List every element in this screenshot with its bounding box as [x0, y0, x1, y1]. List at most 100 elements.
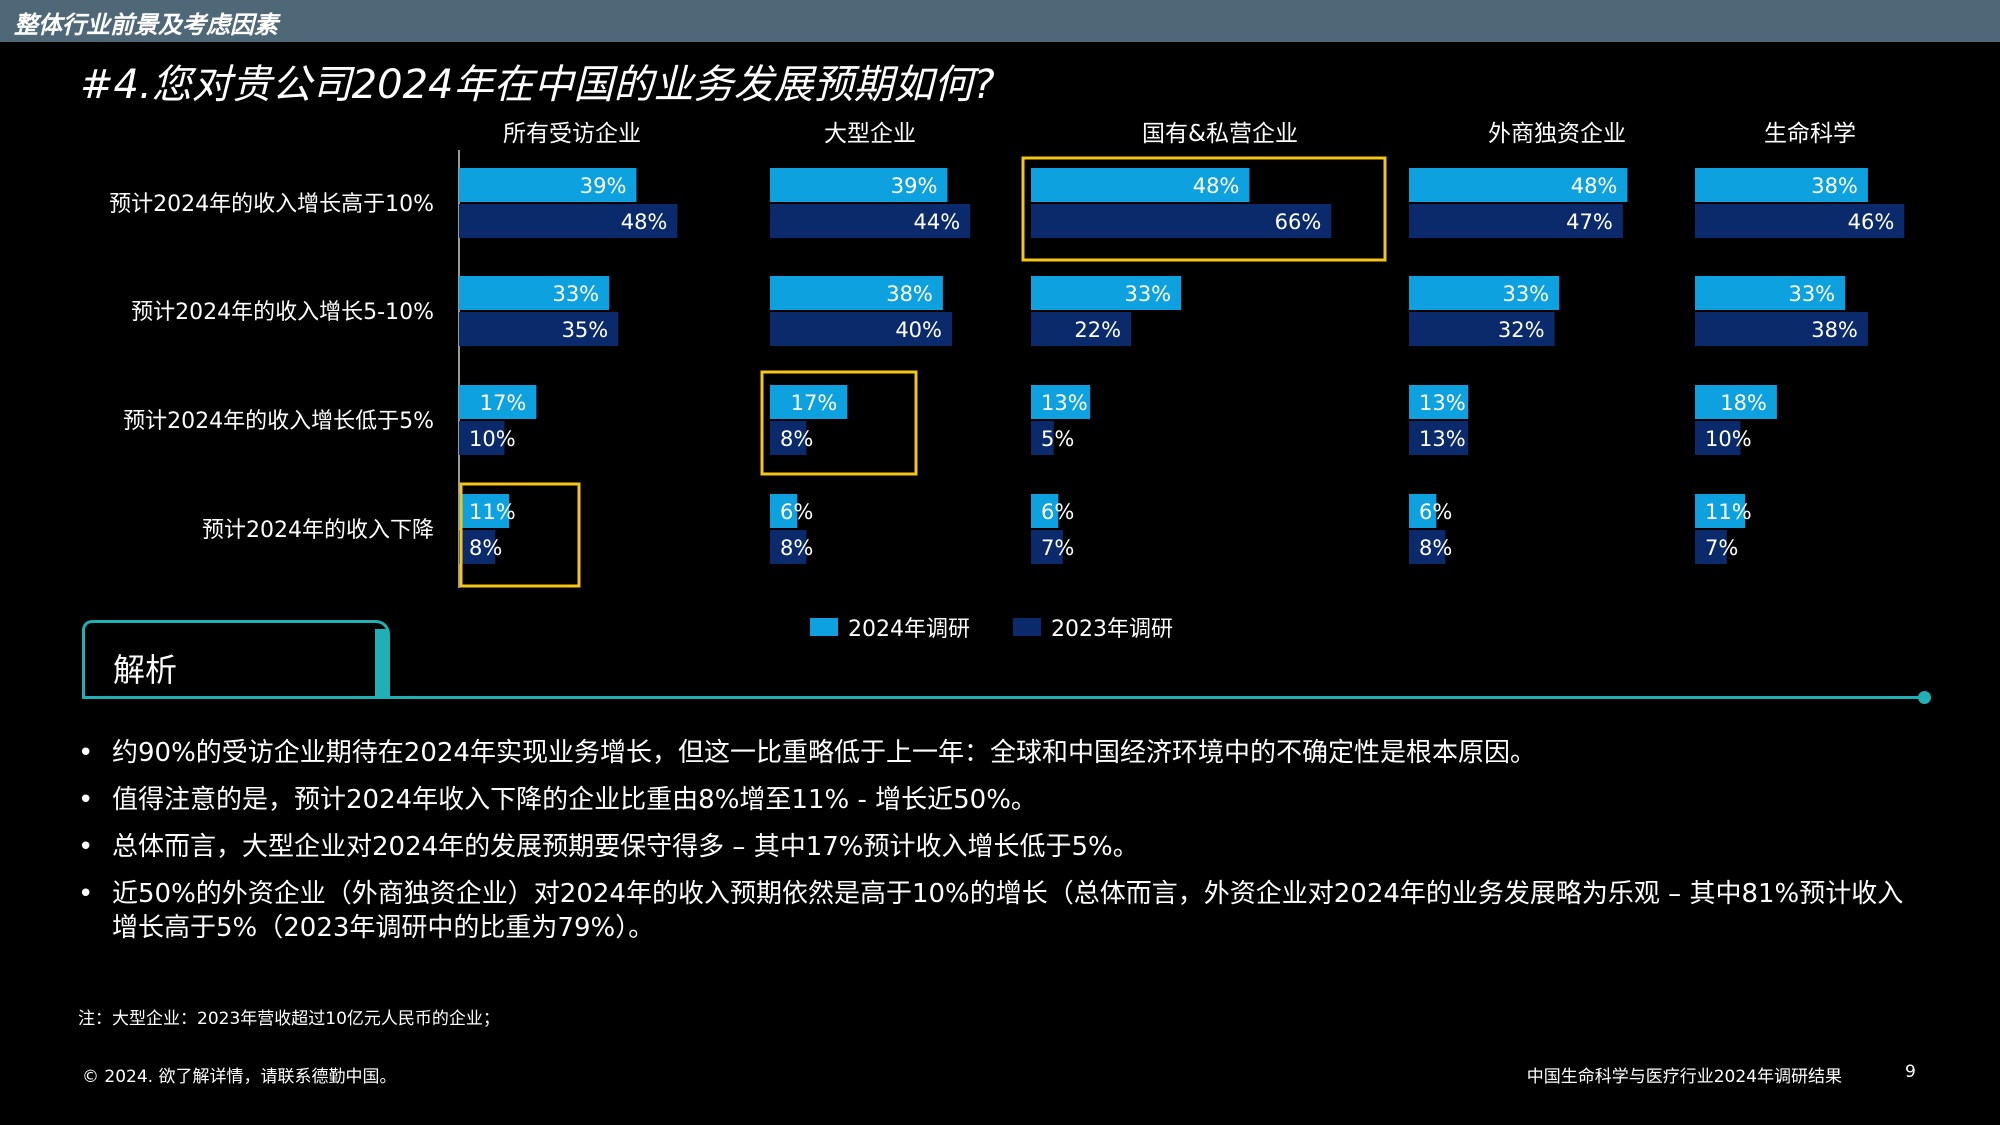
bar-data-label: 8%: [1419, 536, 1452, 560]
bar-data-label: 7%: [1041, 536, 1074, 560]
bar: [1409, 530, 1446, 564]
bar: [1031, 494, 1059, 528]
legend-label-2023: 2023年调研: [1051, 617, 1173, 642]
bar-data-label: 11%: [1705, 500, 1752, 524]
bar: [1695, 312, 1868, 346]
bar: [459, 385, 537, 419]
bar: [770, 168, 948, 202]
footnote: 注：大型企业：2023年营收超过10亿元人民币的企业；: [78, 1009, 500, 1029]
bar-data-label: 33%: [1502, 282, 1549, 306]
bar-data-label: 13%: [1419, 427, 1466, 451]
group-header-label: 外商独资企业: [1488, 121, 1626, 147]
bar-data-label: 11%: [469, 500, 516, 524]
bar: [1695, 421, 1741, 455]
bar: [459, 204, 678, 238]
bar-data-label: 38%: [1811, 318, 1858, 342]
bar-data-label: 46%: [1848, 210, 1895, 234]
highlight-box: [760, 370, 918, 476]
page-title: #4.您对贵公司2024年在中国的业务发展预期如何?: [80, 62, 995, 108]
bar-data-label: 8%: [780, 427, 813, 451]
analysis-tab: 解析: [82, 620, 390, 698]
bar: [770, 494, 798, 528]
bar: [459, 312, 619, 346]
legend-item-2024: 2024年调研: [810, 611, 970, 643]
legend-item-2023: 2023年调研: [1013, 611, 1173, 643]
bar: [770, 530, 807, 564]
bar: [1031, 530, 1063, 564]
bar: [1031, 204, 1332, 238]
bar: [1695, 385, 1777, 419]
bar: [1409, 385, 1469, 419]
bar-data-label: 48%: [1193, 174, 1240, 198]
bar-data-label: 39%: [580, 174, 627, 198]
category-label: 预计2024年的收入增长5-10%: [131, 300, 434, 325]
bar: [770, 276, 943, 310]
bar-data-label: 40%: [895, 318, 942, 342]
analysis-bullet-list: 约90%的受访企业期待在2024年实现业务增长，但这一比重略低于上一年：全球和中…: [78, 736, 1908, 958]
bar: [1695, 168, 1868, 202]
bar: [1695, 494, 1746, 528]
bar: [770, 385, 848, 419]
bar-data-label: 33%: [1124, 282, 1171, 306]
group-header-label: 国有&私营企业: [1142, 121, 1298, 147]
bar-data-label: 48%: [621, 210, 668, 234]
section-header-label: 整体行业前景及考虑因素: [14, 11, 278, 39]
bar-data-label: 5%: [1041, 427, 1074, 451]
bar-data-label: 8%: [780, 536, 813, 560]
bar: [1409, 276, 1560, 310]
analysis-bullet: 值得注意的是，预计2024年收入下降的企业比重由8%增至11% - 增长近50%…: [78, 783, 1908, 817]
bar: [1409, 312, 1555, 346]
bar-data-label: 10%: [469, 427, 516, 451]
bar-data-label: 8%: [469, 536, 502, 560]
bar: [1409, 421, 1469, 455]
group-header-label: 所有受访企业: [503, 121, 641, 147]
bar-data-label: 13%: [1419, 391, 1466, 415]
group-header-label: 大型企业: [824, 121, 916, 147]
analysis-bullet: 约90%的受访企业期待在2024年实现业务增长，但这一比重略低于上一年：全球和中…: [78, 736, 1908, 770]
bar: [770, 312, 952, 346]
bar-data-label: 38%: [886, 282, 933, 306]
highlight-box: [459, 482, 581, 588]
bar-data-label: 44%: [914, 210, 961, 234]
bar-data-label: 22%: [1074, 318, 1121, 342]
bar-data-label: 38%: [1811, 174, 1858, 198]
bar: [770, 421, 807, 455]
bar: [1695, 530, 1727, 564]
legend-swatch-2023: [1013, 618, 1041, 636]
bar: [1409, 204, 1623, 238]
bar: [1409, 168, 1628, 202]
bar-data-label: 33%: [552, 282, 599, 306]
bar: [1031, 385, 1091, 419]
bar-data-label: 18%: [1720, 391, 1767, 415]
group-header-label: 生命科学: [1764, 121, 1856, 147]
bar: [1031, 168, 1250, 202]
bar: [459, 276, 610, 310]
grouped-bar-chart: 所有受访企业 大型企业 国有&私营企业 外商独资企业 生命科学预计2024年的收入增长高…: [109, 121, 1905, 588]
highlight-box: [1021, 156, 1387, 262]
bar-data-label: 7%: [1705, 536, 1738, 560]
bar-data-label: 6%: [1041, 500, 1074, 524]
analysis-heading: 解析: [113, 651, 178, 689]
analysis-bullet: 近50%的外资企业（外商独资企业）对2024年的收入预期依然是高于10%的增长（…: [78, 877, 1908, 945]
category-label: 预计2024年的收入增长低于5%: [123, 409, 434, 434]
bar-data-label: 17%: [480, 391, 527, 415]
analysis-divider: [82, 696, 1924, 699]
bar-data-label: 6%: [780, 500, 813, 524]
bar: [1695, 204, 1905, 238]
category-label: 预计2024年的收入增长高于10%: [109, 192, 434, 217]
bar-data-label: 17%: [791, 391, 838, 415]
analysis-divider-dot: [1918, 691, 1931, 704]
bar-data-label: 66%: [1275, 210, 1322, 234]
bar-data-label: 13%: [1041, 391, 1088, 415]
bar: [459, 494, 510, 528]
legend-swatch-2024: [810, 618, 838, 636]
bar: [1031, 421, 1054, 455]
bar: [1409, 494, 1437, 528]
category-label: 预计2024年的收入下降: [202, 518, 434, 543]
bar-data-label: 35%: [562, 318, 609, 342]
analysis-bullet: 总体而言，大型企业对2024年的发展预期要保守得多 – 其中17%预计收入增长低…: [78, 830, 1908, 864]
bar-data-label: 48%: [1571, 174, 1618, 198]
bar: [1031, 276, 1182, 310]
bar-data-label: 32%: [1498, 318, 1545, 342]
chart-legend: 2024年调研 2023年调研: [0, 611, 2000, 643]
